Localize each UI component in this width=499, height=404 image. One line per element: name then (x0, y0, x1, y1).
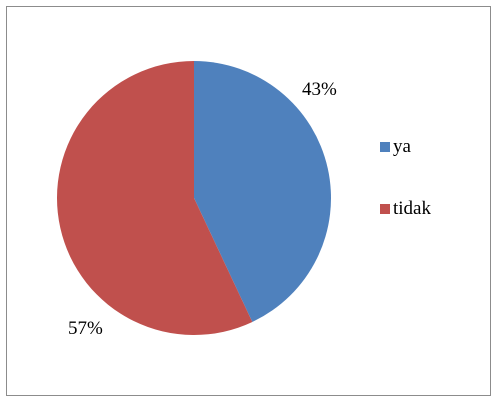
legend-item-ya: ya (380, 136, 431, 158)
pie-slice-tidak (56, 61, 253, 335)
legend-swatch-tidak (380, 204, 390, 214)
legend-swatch-ya (380, 142, 390, 152)
legend-label-tidak: tidak (393, 198, 431, 219)
data-label-tidak: 57% (68, 318, 103, 339)
pie-slice-ya (194, 61, 331, 322)
data-label-ya: 43% (302, 79, 337, 100)
legend: ya tidak (380, 136, 431, 260)
legend-item-tidak: tidak (380, 198, 431, 220)
legend-label-ya: ya (393, 136, 411, 157)
